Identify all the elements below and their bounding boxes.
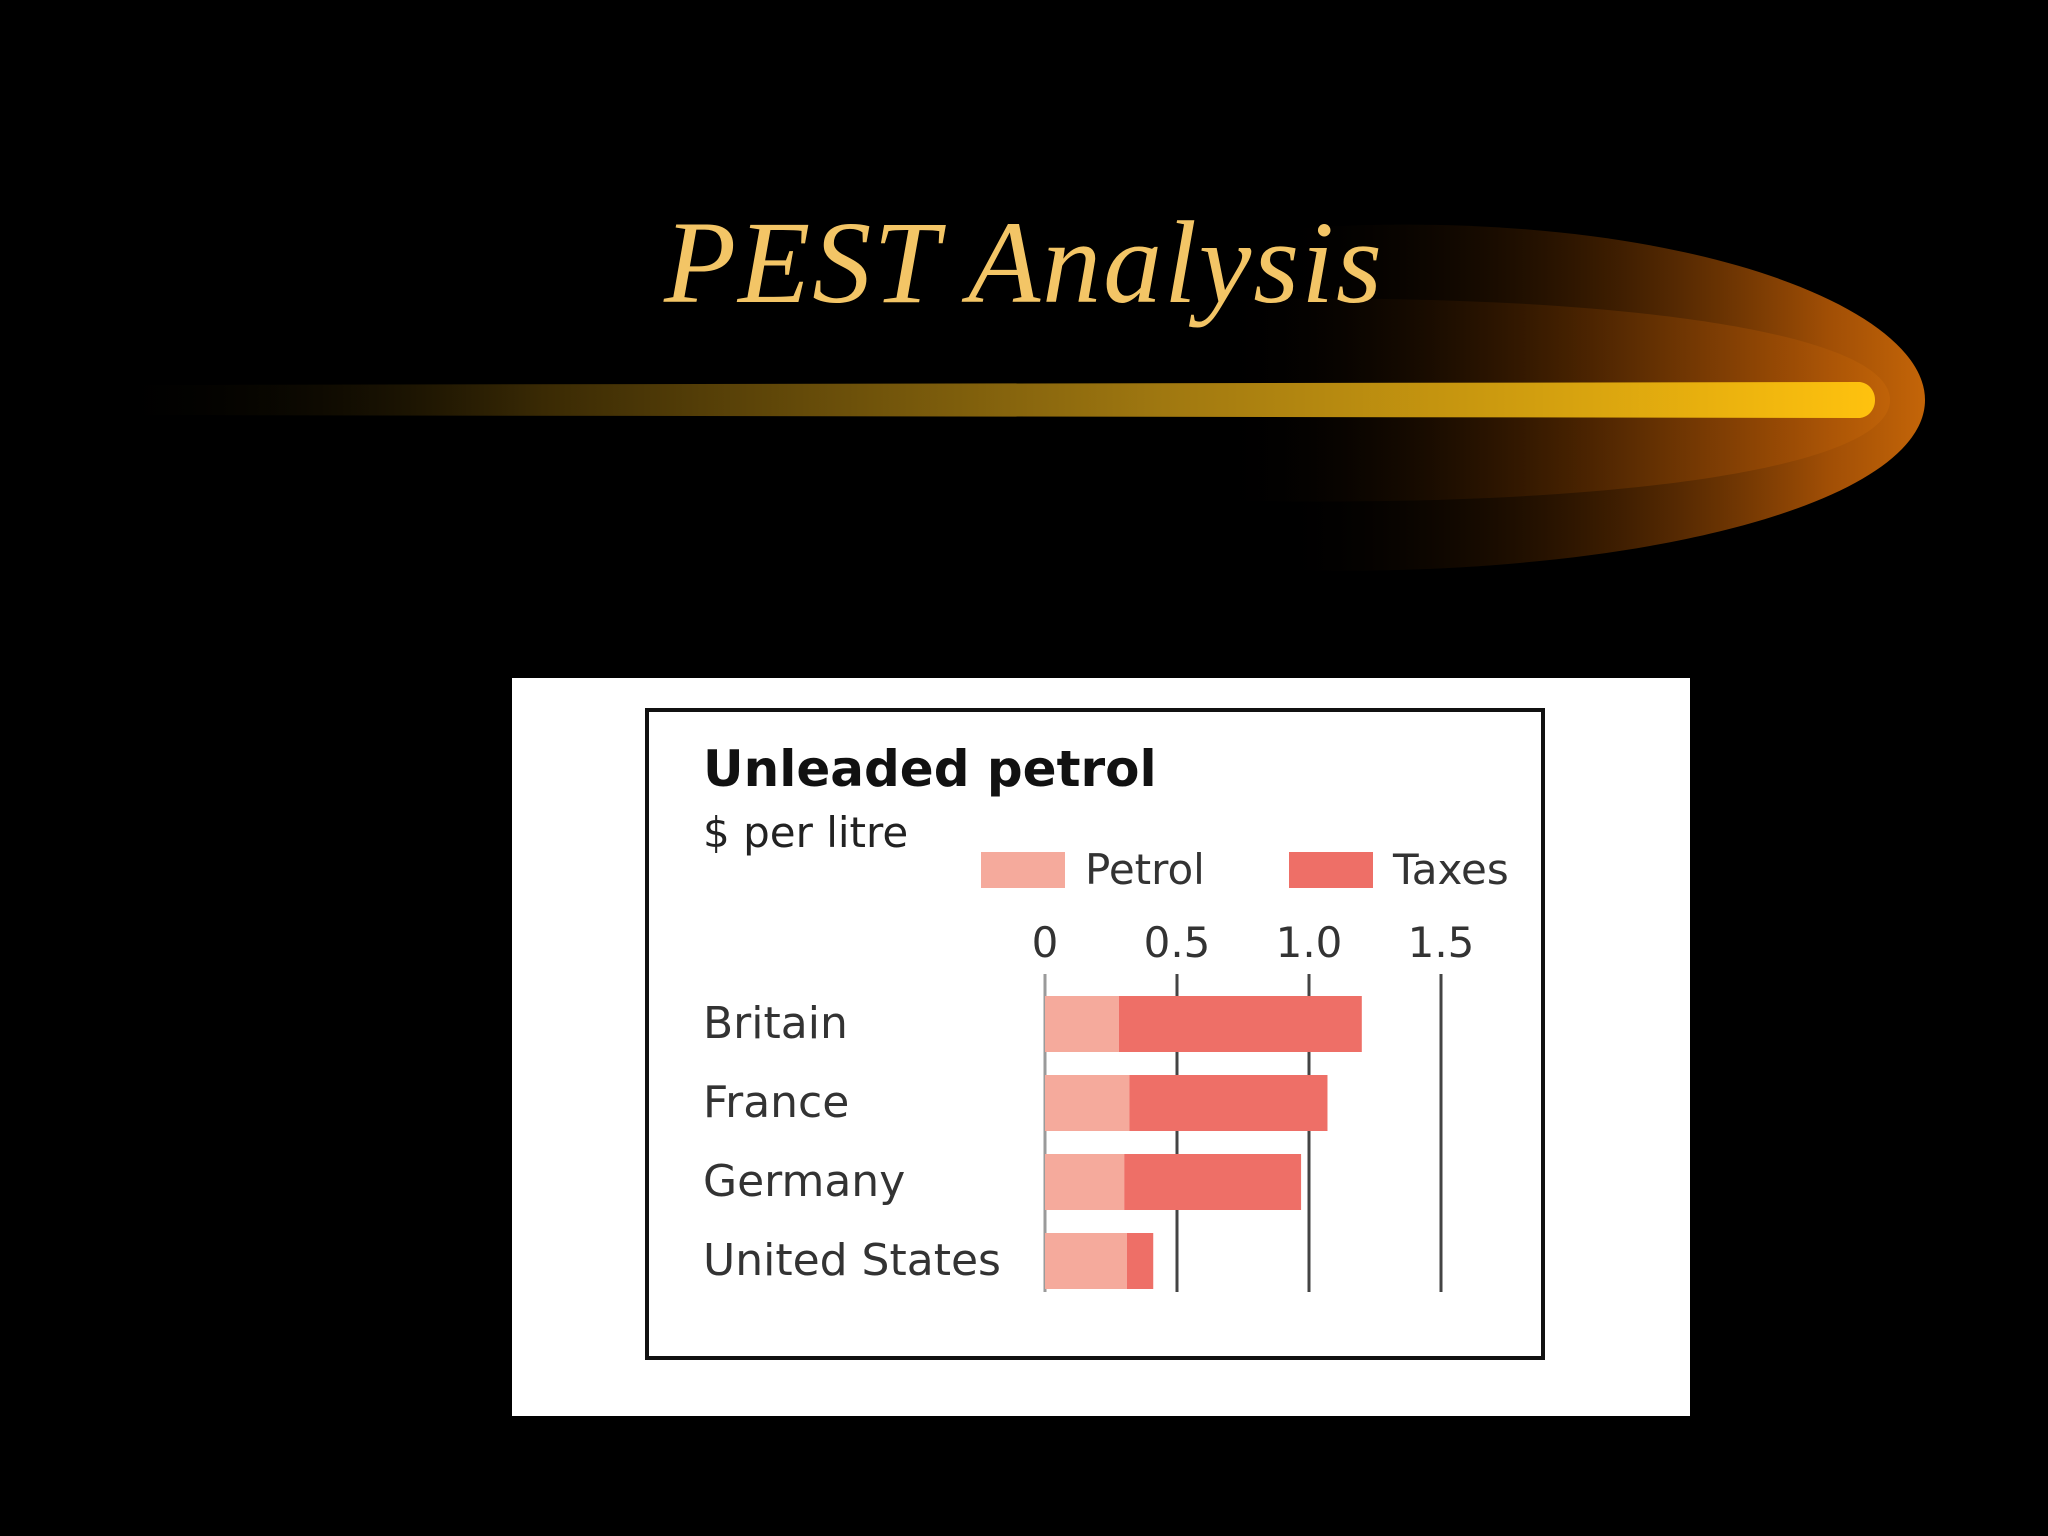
bar-taxes bbox=[1126, 1233, 1154, 1289]
bar-petrol bbox=[1045, 1233, 1127, 1289]
bar-taxes bbox=[1129, 1075, 1328, 1131]
chart-frame: Unleaded petrol $ per litre 0 0.5 1.0 1.5 Pe… bbox=[645, 708, 1545, 1360]
bar-chart: 0 0.5 1.0 1.5 Petrol Taxes Britain France German… bbox=[703, 845, 1509, 1292]
x-tick-label: 0 bbox=[1032, 918, 1059, 967]
x-tick-label: 0.5 bbox=[1144, 918, 1211, 967]
chart-subtitle: $ per litre bbox=[703, 808, 909, 857]
legend-label: Taxes bbox=[1392, 845, 1509, 894]
chart-card: Unleaded petrol $ per litre 0 0.5 1.0 1.5 Pe… bbox=[512, 678, 1690, 1416]
bar-taxes bbox=[1118, 996, 1362, 1052]
bar-petrol bbox=[1045, 996, 1119, 1052]
category-label: France bbox=[703, 1077, 849, 1128]
x-tick-label: 1.5 bbox=[1408, 918, 1475, 967]
chart-title: Unleaded petrol bbox=[703, 740, 1157, 798]
legend-swatch bbox=[981, 852, 1065, 888]
category-label: Germany bbox=[703, 1156, 905, 1207]
category-label: United States bbox=[703, 1235, 1001, 1286]
legend-label: Petrol bbox=[1085, 845, 1205, 894]
bar-petrol bbox=[1045, 1154, 1125, 1210]
legend-swatch bbox=[1289, 852, 1373, 888]
category-label: Britain bbox=[703, 998, 848, 1049]
x-tick-label: 1.0 bbox=[1276, 918, 1343, 967]
bar-petrol bbox=[1045, 1075, 1130, 1131]
bar-taxes bbox=[1124, 1154, 1302, 1210]
slide-title: PEST Analysis bbox=[664, 197, 1384, 328]
